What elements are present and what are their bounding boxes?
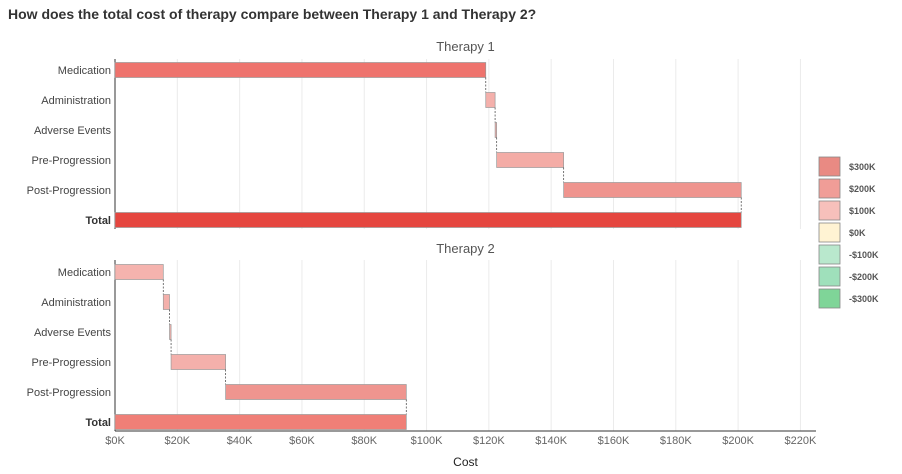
x-axis-title: Cost: [453, 455, 478, 469]
bar-total: [114, 414, 407, 430]
x-tick-label: $220K: [785, 435, 817, 447]
category-label: Total: [86, 215, 111, 227]
category-label: Adverse Events: [34, 327, 112, 339]
bar-post-progression: [563, 182, 742, 198]
x-tick-label: $140K: [535, 435, 567, 447]
x-tick-label: $40K: [227, 435, 253, 447]
x-tick-label: $200K: [722, 435, 754, 447]
category-label: Administration: [41, 297, 111, 309]
legend-swatch: [818, 244, 841, 265]
legend-label: -$100K: [849, 250, 879, 260]
legend-label: $200K: [849, 184, 876, 194]
legend-label: -$300K: [849, 294, 879, 304]
legend-label: $100K: [849, 206, 876, 216]
legend-label: $0K: [849, 228, 866, 238]
bar-total: [114, 212, 742, 228]
category-label: Medication: [58, 65, 111, 77]
panel-title: Therapy 1: [436, 39, 495, 54]
category-label: Total: [86, 417, 111, 429]
x-tick-label: $100K: [411, 435, 443, 447]
bar-administration: [485, 92, 496, 108]
bar-medication: [114, 264, 164, 280]
bar-administration: [162, 294, 170, 310]
x-tick-label: $160K: [598, 435, 630, 447]
legend-swatch: [818, 156, 841, 177]
category-label: Medication: [58, 267, 111, 279]
bar-post-progression: [225, 384, 407, 400]
panel-title: Therapy 2: [436, 241, 495, 256]
legend-swatch: [818, 178, 841, 199]
category-label: Administration: [41, 95, 111, 107]
bar-pre-progression: [170, 354, 226, 370]
bar-medication: [114, 62, 487, 78]
legend-label: -$200K: [849, 272, 879, 282]
x-tick-label: $80K: [351, 435, 377, 447]
category-label: Adverse Events: [34, 125, 112, 137]
x-tick-label: $20K: [164, 435, 190, 447]
legend-swatch: [818, 288, 841, 309]
bar-adverse-events: [494, 122, 498, 138]
category-label: Post-Progression: [27, 387, 111, 399]
bar-pre-progression: [496, 152, 564, 168]
category-label: Pre-Progression: [32, 357, 111, 369]
x-tick-label: $60K: [289, 435, 315, 447]
legend-swatch: [818, 266, 841, 287]
x-tick-label: $0K: [105, 435, 125, 447]
category-label: Pre-Progression: [32, 155, 111, 167]
category-label: Post-Progression: [27, 185, 111, 197]
bar-adverse-events: [169, 324, 172, 340]
legend-swatch: [818, 200, 841, 221]
legend-label: $300K: [849, 162, 876, 172]
legend-swatch: [818, 222, 841, 243]
x-tick-label: $120K: [473, 435, 505, 447]
x-tick-label: $180K: [660, 435, 692, 447]
chart-title: How does the total cost of therapy compa…: [8, 6, 537, 22]
